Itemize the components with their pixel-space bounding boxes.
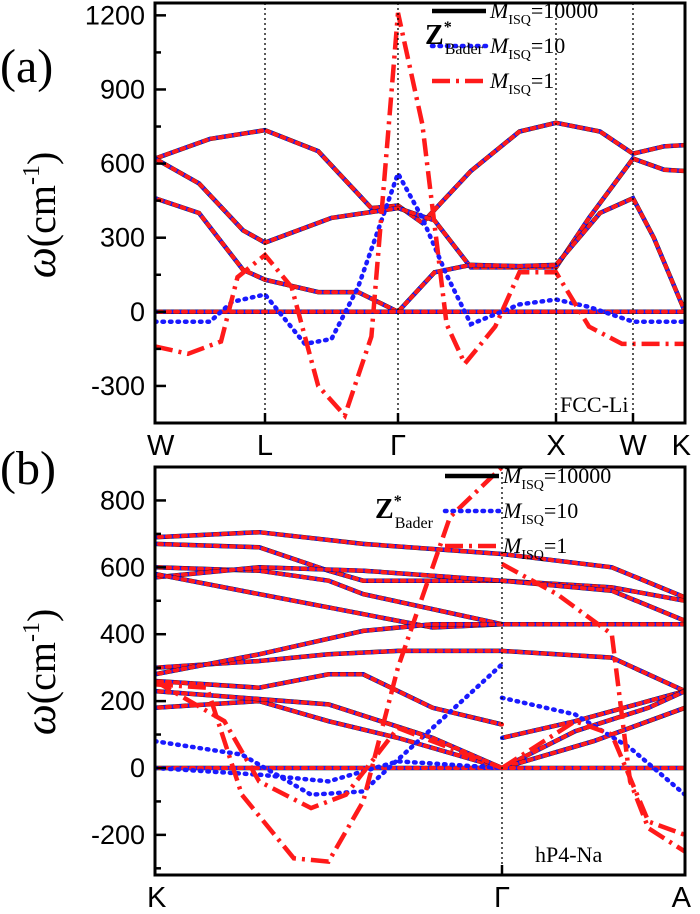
series-line-0-red bbox=[155, 120, 685, 226]
panel-a-ylabel: ω(cm-1) bbox=[16, 152, 65, 279]
zbader-sup: * bbox=[394, 493, 402, 510]
panel-a-legend: MISQ=10000 MISQ=10 MISQ=1 bbox=[429, 0, 598, 98]
series-line-14 bbox=[155, 662, 505, 797]
xtick-label: W bbox=[619, 430, 647, 462]
panel-b-ticks: -200 0 200 400 600 800 K Γ A bbox=[91, 465, 692, 914]
panel-a-vlines bbox=[264, 3, 634, 423]
xtick-label: Γ bbox=[494, 882, 510, 914]
zbader-sub: Bader bbox=[395, 515, 434, 532]
ytick-label: 600 bbox=[100, 552, 145, 582]
ylabel-open: (cm bbox=[19, 642, 64, 704]
xtick-label: K bbox=[672, 430, 692, 462]
legend-entry: MISQ=10 bbox=[502, 498, 578, 528]
series-line-5-red bbox=[155, 648, 685, 694]
series-line-0-red bbox=[155, 530, 685, 600]
series-line-16 bbox=[499, 695, 685, 797]
series-line-12-red bbox=[500, 705, 685, 770]
zbader-sub: Bader bbox=[445, 41, 484, 58]
panel-b-series bbox=[155, 467, 685, 864]
series-line-8-red bbox=[500, 689, 685, 740]
series-line-7-black bbox=[155, 672, 503, 727]
ytick-label: 0 bbox=[130, 297, 145, 327]
panel-b-label: (b) bbox=[0, 442, 56, 495]
ylabel-exp: -1 bbox=[19, 622, 45, 642]
ylabel-exp: -1 bbox=[19, 165, 45, 185]
ylabel-open: (cm bbox=[19, 185, 64, 247]
ylabel-symbol: ω bbox=[16, 704, 65, 735]
series-line-1-red bbox=[155, 541, 685, 603]
ytick-label: -300 bbox=[91, 371, 145, 401]
panel-b-legend: MISQ=10000 MISQ=10 MISQ=1 bbox=[442, 463, 611, 563]
series-line-11-red bbox=[500, 689, 685, 770]
legend-entry: MISQ=1 bbox=[489, 68, 554, 98]
ytick-label: 0 bbox=[130, 753, 145, 783]
series-line-4-red bbox=[155, 572, 685, 630]
panel-b-zbader-label: Z* Bader bbox=[375, 493, 434, 532]
panel-b-ylabel: ω(cm-1) bbox=[16, 609, 65, 736]
panel-b-annotation: hP4-Na bbox=[535, 842, 602, 867]
panel-a-label: (a) bbox=[0, 40, 53, 93]
series-line-3-red bbox=[155, 565, 685, 623]
ytick-label: 300 bbox=[100, 223, 145, 253]
series-line-17 bbox=[155, 467, 504, 864]
series-line-10-red bbox=[155, 689, 504, 770]
series-line-2-red bbox=[155, 195, 685, 315]
series-line-7-blue bbox=[155, 672, 504, 727]
ytick-label: 800 bbox=[100, 485, 145, 515]
xtick-label: Γ bbox=[390, 430, 406, 462]
ylabel-close: ) bbox=[19, 609, 64, 622]
legend-entry: MISQ=10000 bbox=[502, 463, 611, 493]
series-line-7-red bbox=[155, 672, 504, 727]
zbader-base: Z bbox=[375, 494, 394, 525]
ytick-label: 600 bbox=[100, 149, 145, 179]
xtick-label: L bbox=[257, 430, 273, 462]
series-line-0-black bbox=[155, 120, 685, 226]
series-line-5 bbox=[155, 12, 685, 420]
legend-entry: MISQ=10000 bbox=[489, 0, 598, 28]
xtick-label: K bbox=[147, 882, 167, 914]
ylabel-close: ) bbox=[19, 152, 64, 165]
series-line-8-blue bbox=[500, 689, 685, 740]
legend-entry: MISQ=10 bbox=[489, 33, 565, 63]
zbader-sup: * bbox=[444, 19, 452, 36]
ytick-label: 900 bbox=[100, 74, 145, 104]
series-line-9-red bbox=[155, 699, 504, 770]
ytick-label: 400 bbox=[100, 619, 145, 649]
legend-entry: MISQ=1 bbox=[502, 533, 567, 563]
series-line-3-blue bbox=[155, 565, 685, 623]
series-line-20 bbox=[500, 718, 685, 838]
zbader-base: Z bbox=[425, 20, 444, 51]
panel-a-series bbox=[155, 12, 685, 420]
xtick-label: W bbox=[147, 430, 175, 462]
panel-a-annotation: FCC-Li bbox=[560, 392, 628, 417]
ylabel-symbol: ω bbox=[16, 247, 65, 278]
panel-a-frame bbox=[153, 1, 687, 425]
panel-a-zbader-label: Z* Bader bbox=[425, 19, 484, 58]
ytick-label: 200 bbox=[100, 686, 145, 716]
series-line-19 bbox=[500, 562, 685, 854]
ytick-label: 1200 bbox=[85, 0, 145, 30]
ytick-label: -200 bbox=[91, 820, 145, 850]
series-line-6-red bbox=[155, 622, 504, 677]
panel-b-frame bbox=[153, 465, 687, 877]
series-line-1-red bbox=[155, 156, 685, 270]
xtick-label: X bbox=[546, 430, 565, 462]
xtick-label: A bbox=[672, 882, 692, 914]
series-line-15 bbox=[155, 759, 505, 784]
series-line-18 bbox=[155, 679, 503, 811]
